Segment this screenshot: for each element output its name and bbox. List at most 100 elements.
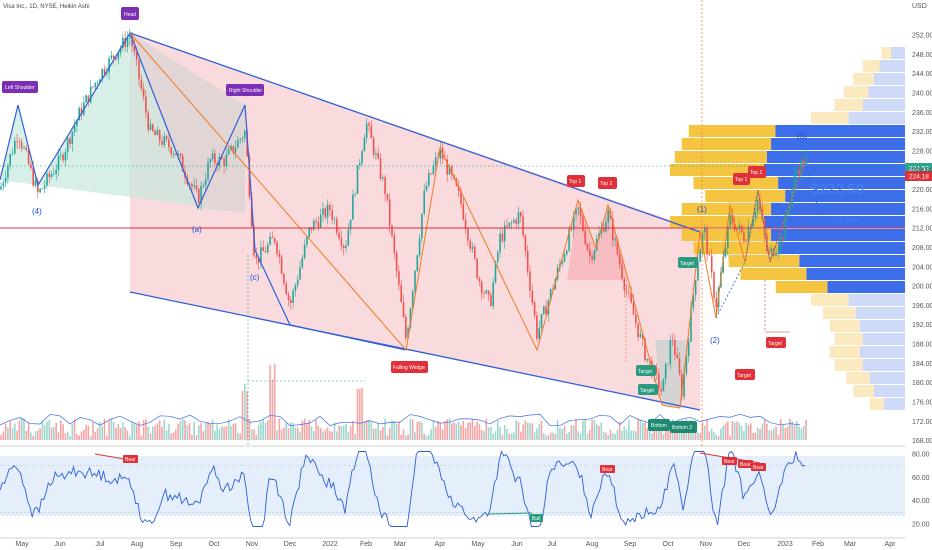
candle-body — [655, 367, 658, 374]
candle-body — [664, 364, 667, 379]
volume-bar — [738, 422, 741, 440]
candle-body — [71, 131, 74, 145]
candle-body — [299, 267, 301, 280]
candle-body — [478, 278, 481, 282]
vp-row-buy — [764, 216, 905, 228]
candle-body — [87, 95, 90, 103]
candle-body — [14, 140, 16, 154]
vp-row-sell — [853, 385, 874, 397]
candle-body — [92, 86, 94, 88]
volume-bar — [667, 427, 669, 440]
volume-bar — [584, 419, 586, 440]
wave-2-label: (2) — [710, 336, 720, 345]
vp-row-buy — [859, 346, 905, 358]
candle-body — [23, 147, 25, 149]
volume-bar — [237, 432, 239, 440]
candle-body — [25, 147, 28, 151]
candle-body — [27, 150, 30, 165]
candle-body — [713, 272, 715, 299]
x-tick-label: Nov — [700, 541, 713, 548]
candle-body — [499, 233, 501, 253]
candle-body — [522, 216, 524, 236]
candle-body — [513, 219, 515, 223]
volume-bar — [370, 422, 373, 440]
vp-row-buy — [879, 60, 905, 72]
candle-body — [202, 185, 205, 187]
volume-bar — [158, 420, 161, 440]
svg-text:Bear: Bear — [740, 462, 751, 468]
volume-bar — [211, 419, 214, 440]
volume-bar — [490, 426, 492, 440]
volume-bar — [372, 428, 375, 440]
volume-bar — [257, 424, 260, 440]
volume-bar — [110, 419, 113, 440]
volume-bar — [733, 422, 736, 440]
volume-bar — [181, 419, 184, 440]
volume-bar — [296, 427, 299, 440]
candle-body — [20, 141, 23, 148]
candle-body — [193, 185, 195, 187]
volume-bar — [538, 424, 540, 440]
candle-body — [448, 166, 451, 175]
volume-bar — [494, 431, 497, 440]
x-tick-label: Aug — [586, 541, 599, 548]
volume-bar — [750, 423, 752, 440]
volume-bar — [704, 425, 706, 440]
volume-bar — [423, 433, 425, 440]
candle-body — [200, 185, 202, 204]
volume-bar — [46, 421, 48, 440]
volume-bar — [405, 435, 407, 440]
candle-body — [122, 37, 124, 49]
orange-diagonal — [129, 32, 407, 351]
volume-bar — [27, 422, 30, 440]
volume-bar — [87, 425, 90, 440]
volume-bar — [434, 427, 437, 440]
volume-bar — [76, 433, 78, 440]
volume-bar — [209, 423, 212, 440]
candle-body — [501, 233, 504, 242]
volume-bar — [556, 419, 559, 440]
volume-bar — [800, 428, 803, 440]
volume-bar — [648, 424, 651, 440]
candle-body — [32, 167, 34, 186]
candle-body — [39, 188, 41, 193]
candle-body — [644, 338, 646, 361]
top2b-tag: Top 2 — [748, 166, 766, 178]
x-tick-label: Sep — [624, 541, 637, 548]
volume-bar — [221, 426, 223, 440]
x-tick-label: Apr — [885, 541, 897, 548]
volume-bar — [717, 435, 720, 440]
candle-body — [46, 173, 48, 186]
vp-row-buy — [827, 281, 905, 293]
candle-body — [414, 270, 416, 292]
candle-body — [363, 137, 366, 152]
volume-bar — [278, 418, 281, 440]
volume-bar — [18, 420, 21, 440]
wedge-upper-line — [129, 32, 701, 233]
candle-body — [641, 333, 644, 339]
candle-body — [191, 183, 193, 187]
volume-bar — [382, 426, 384, 440]
candle-body — [733, 223, 736, 231]
volume-bar — [722, 425, 724, 440]
candle-body — [460, 190, 462, 204]
volume-bar — [676, 430, 678, 440]
top2-tag: Top 2 — [598, 177, 617, 189]
volume-bar — [193, 421, 195, 440]
candle-body — [368, 123, 370, 126]
vp-row-sell — [834, 359, 863, 371]
candle-body — [2, 182, 5, 187]
volume-bar — [4, 423, 7, 440]
volume-bar — [773, 428, 775, 440]
wave-c-label: (c) — [250, 273, 260, 282]
candle-body — [577, 207, 580, 209]
vp-row-sell — [846, 372, 870, 384]
candle-body — [138, 59, 140, 80]
candle-body — [227, 149, 230, 155]
candle-body — [715, 298, 718, 308]
candle-body — [221, 156, 223, 159]
candle-body — [276, 242, 278, 254]
candle-body — [322, 208, 324, 215]
volume-bar — [41, 420, 44, 440]
